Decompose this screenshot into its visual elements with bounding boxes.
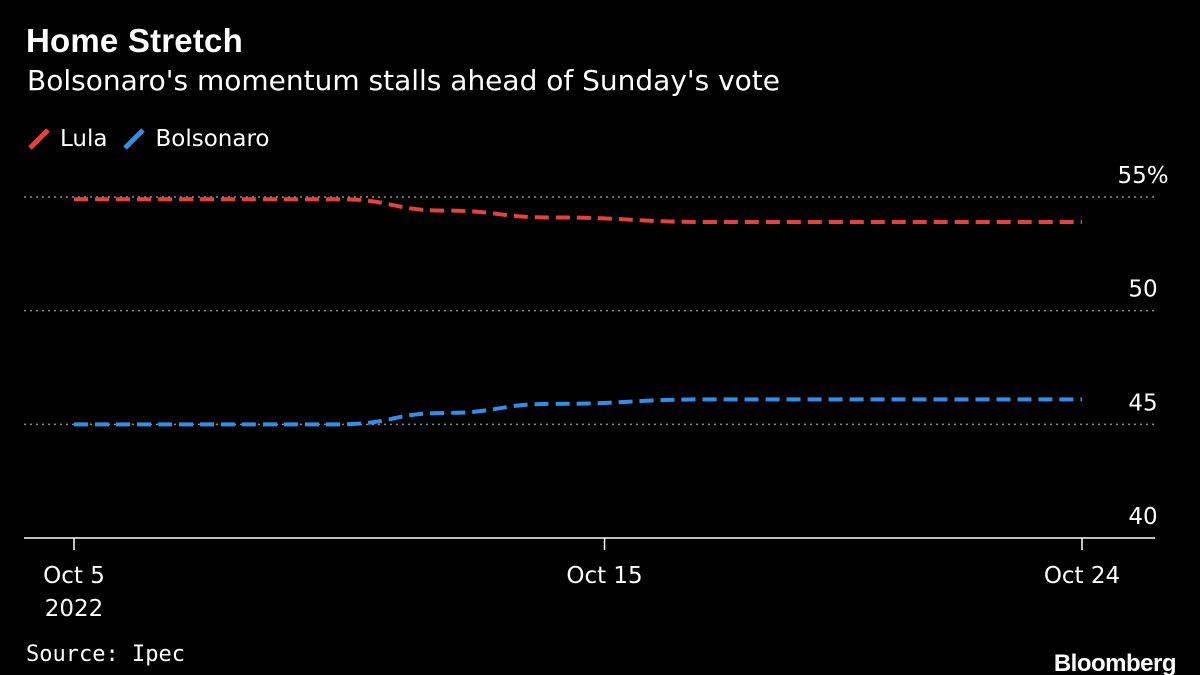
legend-swatch-bolsonaro <box>123 128 146 150</box>
chart-title: Home Stretch <box>26 22 243 59</box>
legend-swatch-bolsonaro-line <box>123 128 146 150</box>
y-tick-label-55: 55% <box>1117 163 1168 189</box>
chart-subtitle: Bolsonaro's momentum stalls ahead of Sun… <box>27 64 780 97</box>
legend: Lula Bolsonaro <box>26 124 283 154</box>
series-line-lula <box>74 197 1082 225</box>
y-tick-label-40: 40 <box>1128 504 1157 530</box>
legend-label-lula: Lula <box>60 126 108 152</box>
legend-item-bolsonaro: Bolsonaro <box>121 124 269 154</box>
legend-swatch-lula-line <box>28 128 50 150</box>
bloomberg-logo: Bloomberg <box>1053 650 1177 675</box>
legend-label-bolsonaro: Bolsonaro <box>155 126 270 152</box>
y-tick-label-45: 45 <box>1128 390 1157 416</box>
legend-item-lula: Lula <box>26 124 107 154</box>
x-tick-label-0: Oct 5 <box>43 563 105 589</box>
y-tick-label-50: 50 <box>1128 277 1157 303</box>
x-tick-label-2: Oct 24 <box>1044 563 1120 589</box>
legend-swatch-lula <box>28 128 50 150</box>
source-note: Source: Ipec <box>26 642 185 667</box>
series-line-bolsonaro <box>74 397 1082 427</box>
x-tick-label-1: Oct 15 <box>566 563 642 589</box>
x-tick-sublabel-0: 2022 <box>45 596 104 622</box>
